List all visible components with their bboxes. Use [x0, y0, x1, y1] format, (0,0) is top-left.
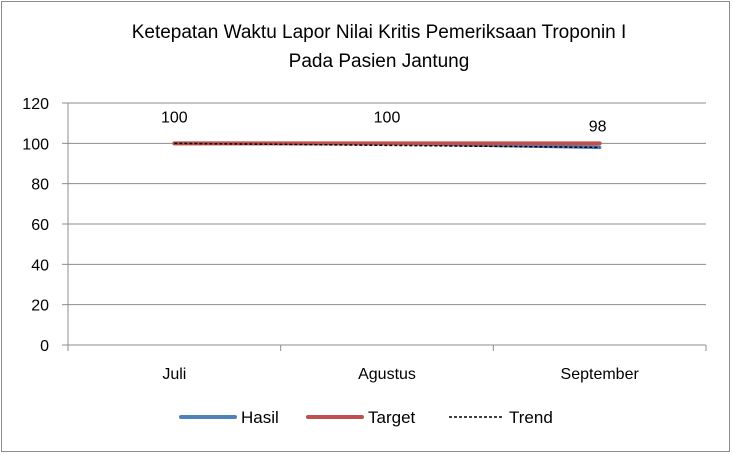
y-tick-label: 0: [40, 338, 49, 355]
x-tick-label: September: [561, 366, 640, 383]
y-tick-label: 40: [31, 257, 49, 274]
gridlines: [68, 102, 706, 306]
y-tick-label: 80: [31, 177, 49, 194]
chart-title-line-2: Pada Pasien Jantung: [289, 51, 470, 72]
x-tick-label: Agustus: [358, 366, 416, 383]
legend-label-trend: Trend: [509, 408, 553, 427]
y-tick-label: 20: [31, 298, 49, 315]
legend: Hasil Target Trend: [179, 408, 553, 427]
y-tick-label: 100: [22, 136, 49, 153]
chart-title-line-1: Ketepatan Waktu Lapor Nilai Kritis Pemer…: [132, 22, 627, 43]
data-labels: 100 100 98: [161, 109, 607, 135]
data-label: 100: [374, 109, 401, 126]
data-label: 98: [589, 118, 607, 135]
series-line-trend: [174, 142, 600, 149]
y-axis-ticks: 0 20 40 60 80 100 120: [22, 96, 68, 355]
legend-label-hasil: Hasil: [241, 408, 279, 427]
legend-label-target: Target: [368, 408, 416, 427]
x-tick-label: Juli: [162, 366, 186, 383]
x-axis-ticks: Juli Agustus September: [67, 345, 707, 383]
data-label: 100: [161, 109, 188, 126]
y-tick-label: 120: [22, 96, 49, 113]
series-lines: [172, 141, 602, 150]
y-tick-label: 60: [31, 217, 49, 234]
